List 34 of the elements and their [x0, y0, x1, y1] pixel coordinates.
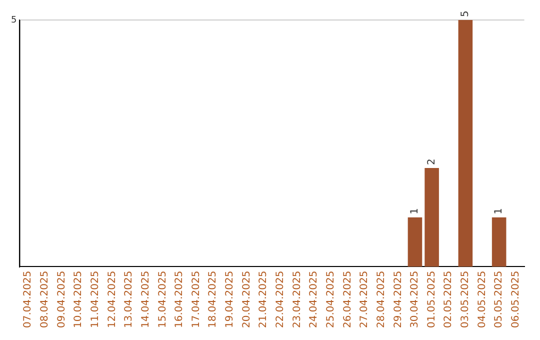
- x-tick-label: 12.04.2025: [106, 270, 118, 328]
- x-tick-label: 16.04.2025: [174, 270, 186, 328]
- x-tick-label: 22.04.2025: [275, 270, 286, 328]
- x-tick-label: 02.05.2025: [443, 270, 454, 328]
- data-label: 1: [410, 208, 421, 214]
- x-tick-label: 26.04.2025: [342, 270, 354, 328]
- data-label: 5: [460, 10, 472, 17]
- x-tick-label: 08.04.2025: [40, 270, 51, 328]
- x-tick-label: 20.04.2025: [241, 270, 252, 328]
- x-tick-label: 21.04.2025: [258, 270, 270, 328]
- x-tick-label: 07.04.2025: [22, 270, 34, 328]
- x-tick-label: 06.05.2025: [510, 270, 522, 328]
- x-tick-label: 18.04.2025: [208, 270, 219, 328]
- x-tick-label: 04.05.2025: [476, 270, 488, 328]
- x-tick-label: 29.04.2025: [392, 270, 404, 328]
- x-tick-label: 15.04.2025: [157, 270, 168, 328]
- data-label: 2: [426, 158, 438, 166]
- x-tick-label: 25.04.2025: [325, 270, 336, 328]
- x-tick-label: 28.04.2025: [376, 270, 387, 328]
- x-tick-label: 14.04.2025: [140, 270, 152, 328]
- x-tick-label: 09.04.2025: [56, 270, 68, 328]
- x-tick-label: 01.05.2025: [426, 270, 438, 328]
- x-tick-label: 17.04.2025: [190, 270, 202, 328]
- x-tick-label: 27.04.2025: [359, 270, 370, 328]
- x-tick-label: 24.04.2025: [308, 270, 320, 328]
- x-tick-label: 05.05.2025: [494, 270, 505, 328]
- data-label: 1: [494, 208, 505, 214]
- x-tick-label: 19.04.2025: [224, 270, 236, 328]
- x-tick-label: 13.04.2025: [124, 270, 135, 328]
- x-tick-label: 30.04.2025: [410, 270, 421, 328]
- x-tick-label: 11.04.2025: [90, 270, 102, 328]
- x-tick-label: 10.04.2025: [73, 270, 84, 328]
- x-tick-label: 23.04.2025: [292, 270, 303, 328]
- x-tick-label: 03.05.2025: [460, 270, 472, 328]
